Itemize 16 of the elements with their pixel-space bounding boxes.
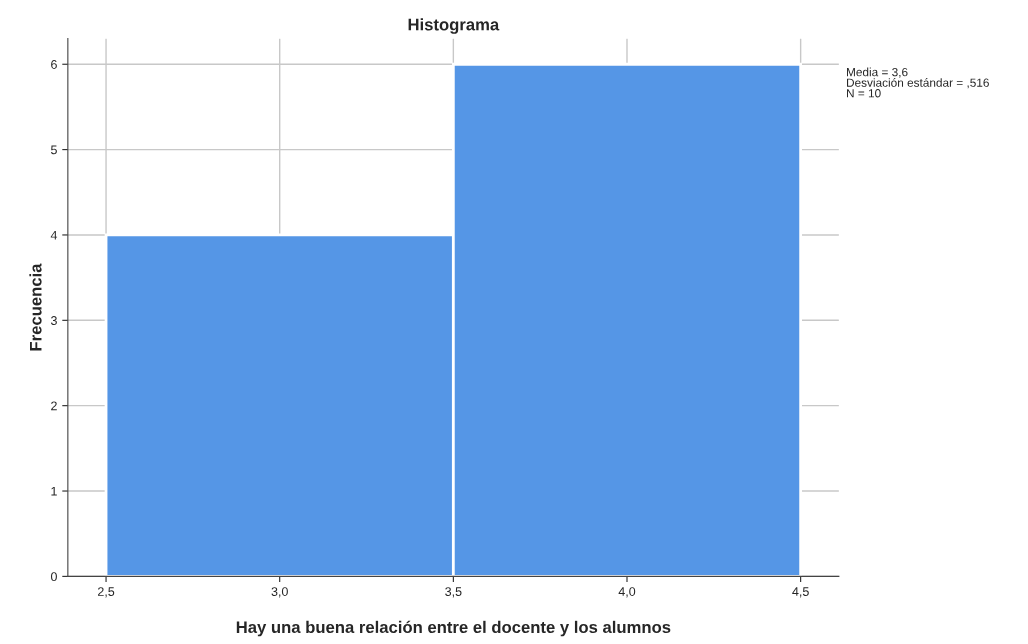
x-tick-label: 2,5 xyxy=(97,587,115,598)
y-tick-label: 4 xyxy=(50,230,58,240)
x-tick-label: 3,0 xyxy=(271,587,288,598)
y-tick-label: 6 xyxy=(51,60,57,69)
x-tick-label: 4,5 xyxy=(792,587,809,598)
x-tick-label: 3,5 xyxy=(445,587,462,598)
y-tick-label: 1 xyxy=(51,486,57,496)
y-tick-label: 0 xyxy=(50,572,57,582)
y-tick-label: 3 xyxy=(50,316,57,325)
chart-title: Histograma xyxy=(408,18,500,34)
y-tick-label: 2 xyxy=(51,401,57,411)
y-tick-label: 5 xyxy=(50,145,57,155)
text: Media = 3,6 Desviación estándar = ,516 N = 10 xyxy=(847,67,989,98)
x-tick-label: 4,0 xyxy=(618,587,636,598)
y-axis-title: Frecuencia xyxy=(29,263,42,351)
x-axis-title: Hay una buena relación entre el docente y los alumnos xyxy=(236,620,671,637)
